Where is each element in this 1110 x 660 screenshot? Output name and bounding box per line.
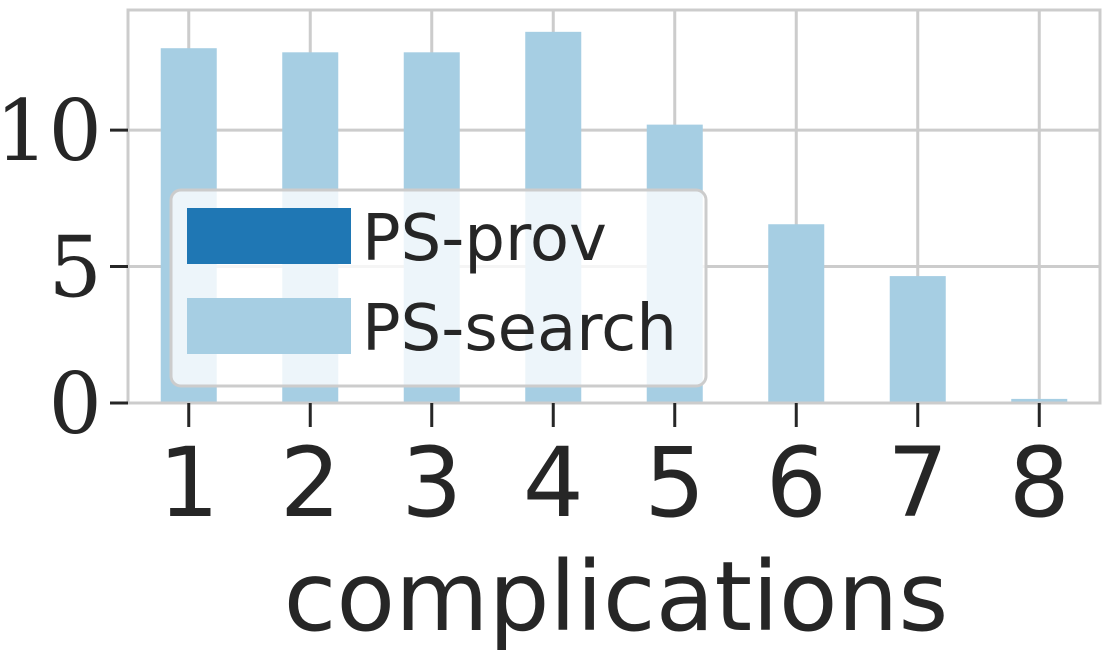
legend-swatch-ps-prov [187,208,351,264]
plot-frame [126,8,1102,405]
legend-label-ps-prov: PS-prov [362,202,607,276]
bar-ps-search-8 [1011,398,1068,403]
x-tick-label: 3 [401,427,462,539]
legend-swatch-ps-search [187,298,351,354]
bar-ps-search-6 [768,224,825,403]
x-tick-label: 7 [887,427,948,539]
x-tick-label: 8 [1009,427,1070,539]
x-tick-label: 4 [523,427,584,539]
y-tick-label: 10 [0,82,102,180]
y-tick-label: 0 [49,355,102,453]
bar-ps-search-7 [889,276,946,403]
legend-label-ps-search: PS-search [362,292,677,366]
x-axis-label: complications [284,541,949,653]
y-tick-label: 5 [49,219,102,317]
x-tick-label: 6 [766,427,827,539]
x-tick-label: 1 [158,427,219,539]
legend: PS-prov PS-search [169,188,708,388]
x-tick-label: 5 [644,427,705,539]
y-axis: 0 5 10 [0,82,128,453]
x-tick-label: 2 [280,427,341,539]
